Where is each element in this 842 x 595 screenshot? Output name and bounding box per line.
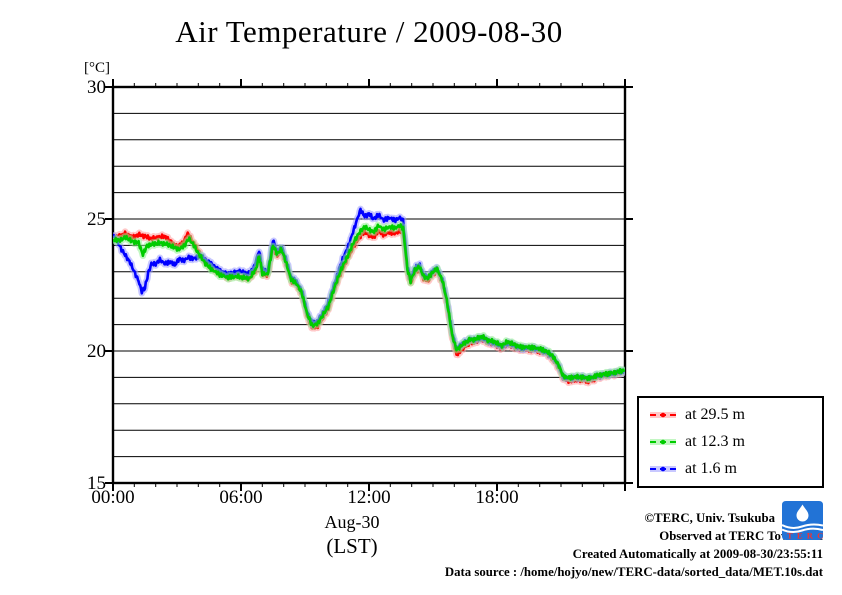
series-halo-at-29-5-m — [113, 225, 625, 387]
y-tick-label: 25 — [87, 208, 106, 230]
created-line: Created Automatically at 2009-08-30/23:5… — [572, 547, 823, 561]
annotations-block: ©TERC, Univ. Tsukuba Observed at TERC To… — [445, 509, 823, 581]
series-halo-at-12-3-m — [113, 221, 625, 384]
legend-label: at 1.6 m — [685, 460, 737, 478]
legend-label: at 29.5 m — [685, 405, 745, 423]
legend-item-12-3m: at 12.3 m — [648, 433, 822, 451]
x-tick-label: 12:00 — [347, 487, 391, 508]
x-tick-label: 18:00 — [475, 487, 519, 508]
legend-label: at 12.3 m — [685, 432, 745, 450]
series-line-at-12-3-m — [113, 223, 625, 382]
terc-logo-text: TERC — [787, 531, 823, 541]
legend-item-1-6m: at 1.6 m — [648, 460, 822, 478]
y-tick-label: 30 — [87, 76, 106, 98]
y-axis-unit-label: [°C] — [84, 60, 110, 76]
legend: at 29.5 m at 12.3 m at 1.6 m — [637, 396, 824, 488]
legend-sample-line-icon — [650, 411, 676, 418]
observed-line: Observed at TERC Tower site — [659, 529, 823, 543]
series-line-at-29-5-m — [113, 227, 625, 385]
x-axis-unit-label: (LST) — [326, 534, 378, 558]
x-tick-label: 00:00 — [91, 487, 135, 508]
plot-frame — [111, 85, 627, 485]
y-tick-label: 15 — [87, 472, 106, 494]
legend-sample-line-icon — [650, 466, 676, 473]
datasource-line: Data source : /home/hojyo/new/TERC-data/… — [444, 565, 823, 579]
y-tick-label: 20 — [87, 340, 106, 362]
terc-logo: TERC — [782, 501, 823, 540]
copyright-line: ©TERC, Univ. Tsukuba — [644, 511, 776, 525]
legend-item-29-5m: at 29.5 m — [648, 406, 822, 424]
legend-sample-line-icon — [650, 438, 676, 445]
x-tick-label: 06:00 — [219, 487, 263, 508]
chart-title: Air Temperature / 2009-08-30 — [175, 14, 563, 49]
x-axis-date-label: Aug-30 — [324, 512, 380, 532]
